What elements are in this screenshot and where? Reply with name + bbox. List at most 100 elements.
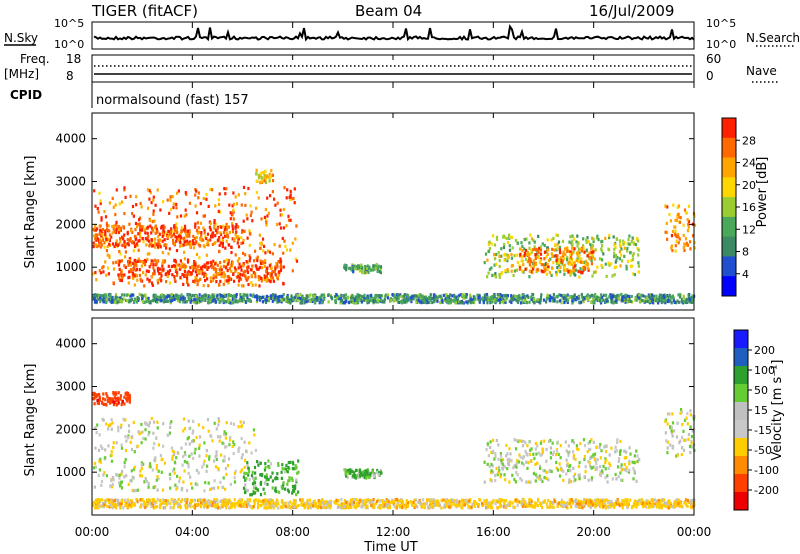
echo-cell [555, 273, 558, 277]
echo-cell [201, 272, 204, 276]
echo-cell [660, 300, 663, 305]
echo-cell [198, 299, 201, 303]
echo-cell [423, 506, 426, 510]
echo-cell [263, 275, 267, 279]
echo-cell [126, 230, 129, 234]
echo-cell [128, 398, 131, 402]
echo-cell [278, 222, 281, 226]
echo-cell [185, 192, 188, 196]
echo-cell [137, 297, 140, 301]
echo-cell [228, 203, 231, 207]
echo-cell [111, 482, 114, 486]
echo-cell [114, 298, 118, 302]
echo-cell [277, 295, 280, 299]
echo-cell [124, 435, 127, 439]
echo-cell [221, 441, 224, 445]
echo-cell [620, 502, 623, 506]
echo-cell [205, 253, 208, 257]
echo-cell [144, 293, 147, 297]
echo-cell [379, 294, 382, 298]
echo-cell [194, 266, 197, 270]
echo-cell [507, 462, 510, 466]
echo-cell [523, 251, 527, 255]
echo-cell [238, 446, 241, 450]
echo-cell [260, 217, 263, 221]
echo-cell [255, 294, 258, 298]
echo-cell [172, 202, 175, 206]
echo-cell [506, 458, 509, 462]
echo-cell [500, 454, 503, 458]
echo-cell [501, 458, 504, 462]
echo-cell [566, 258, 569, 262]
echo-cell [458, 503, 461, 507]
echo-cell [280, 470, 283, 474]
echo-cell [521, 293, 524, 297]
echo-cell [579, 270, 582, 274]
echo-cell [518, 264, 521, 268]
echo-cell [259, 259, 262, 263]
echo-cell [668, 412, 671, 416]
echo-cell [528, 263, 531, 267]
echo-cell [180, 236, 183, 240]
echo-cell [256, 298, 259, 302]
echo-cell [187, 272, 190, 276]
velocity-echo-layer [92, 391, 696, 510]
echo-cell [363, 296, 366, 301]
echo-cell [155, 243, 158, 247]
echo-cell [356, 265, 359, 269]
echo-cell [580, 295, 584, 299]
echo-cell [237, 225, 240, 229]
echo-cell [233, 480, 237, 484]
echo-cell [140, 503, 143, 507]
echo-cell [184, 243, 187, 247]
echo-cell [157, 235, 160, 239]
echo-cell [150, 231, 153, 235]
echo-cell [578, 253, 581, 258]
echo-cell [277, 273, 281, 277]
echo-cell [206, 464, 209, 468]
echo-cell [175, 293, 178, 297]
echo-cell [543, 439, 546, 443]
echo-cell [571, 260, 574, 265]
echo-cell [93, 392, 96, 396]
echo-cell [183, 460, 186, 464]
echo-cell [657, 301, 660, 305]
echo-cell [296, 298, 299, 303]
echo-cell [148, 430, 151, 435]
echo-cell [555, 248, 558, 252]
echo-cell [594, 293, 597, 297]
echo-cell [147, 424, 150, 428]
echo-cell [590, 478, 593, 482]
echo-cell [555, 256, 558, 261]
echo-cell [634, 243, 637, 247]
echo-cell [377, 505, 380, 509]
echo-cell [175, 456, 178, 460]
echo-cell [172, 205, 175, 210]
echo-cell [623, 456, 626, 460]
echo-cell [631, 236, 634, 240]
echo-cell [118, 476, 121, 480]
echo-cell [95, 294, 99, 298]
echo-cell [623, 246, 626, 250]
echo-cell [156, 498, 159, 502]
echo-cell [566, 268, 569, 272]
echo-cell [682, 233, 685, 238]
echo-cell [165, 246, 168, 250]
echo-cell [492, 470, 495, 474]
echo-cell [303, 297, 307, 301]
echo-cell [285, 296, 289, 300]
echo-cell [361, 271, 364, 275]
nave-tick-high: 60 [706, 52, 721, 66]
echo-cell [167, 264, 170, 268]
echo-cell [439, 301, 442, 305]
echo-cell [137, 239, 140, 243]
echo-cell [242, 284, 245, 288]
echo-cell [104, 456, 107, 460]
echo-cell [188, 242, 191, 246]
echo-cell [378, 270, 381, 274]
echo-cell [540, 263, 543, 267]
echo-cell [527, 259, 530, 263]
echo-cell [157, 238, 160, 243]
echo-cell [556, 440, 560, 444]
echo-cell [194, 297, 197, 302]
